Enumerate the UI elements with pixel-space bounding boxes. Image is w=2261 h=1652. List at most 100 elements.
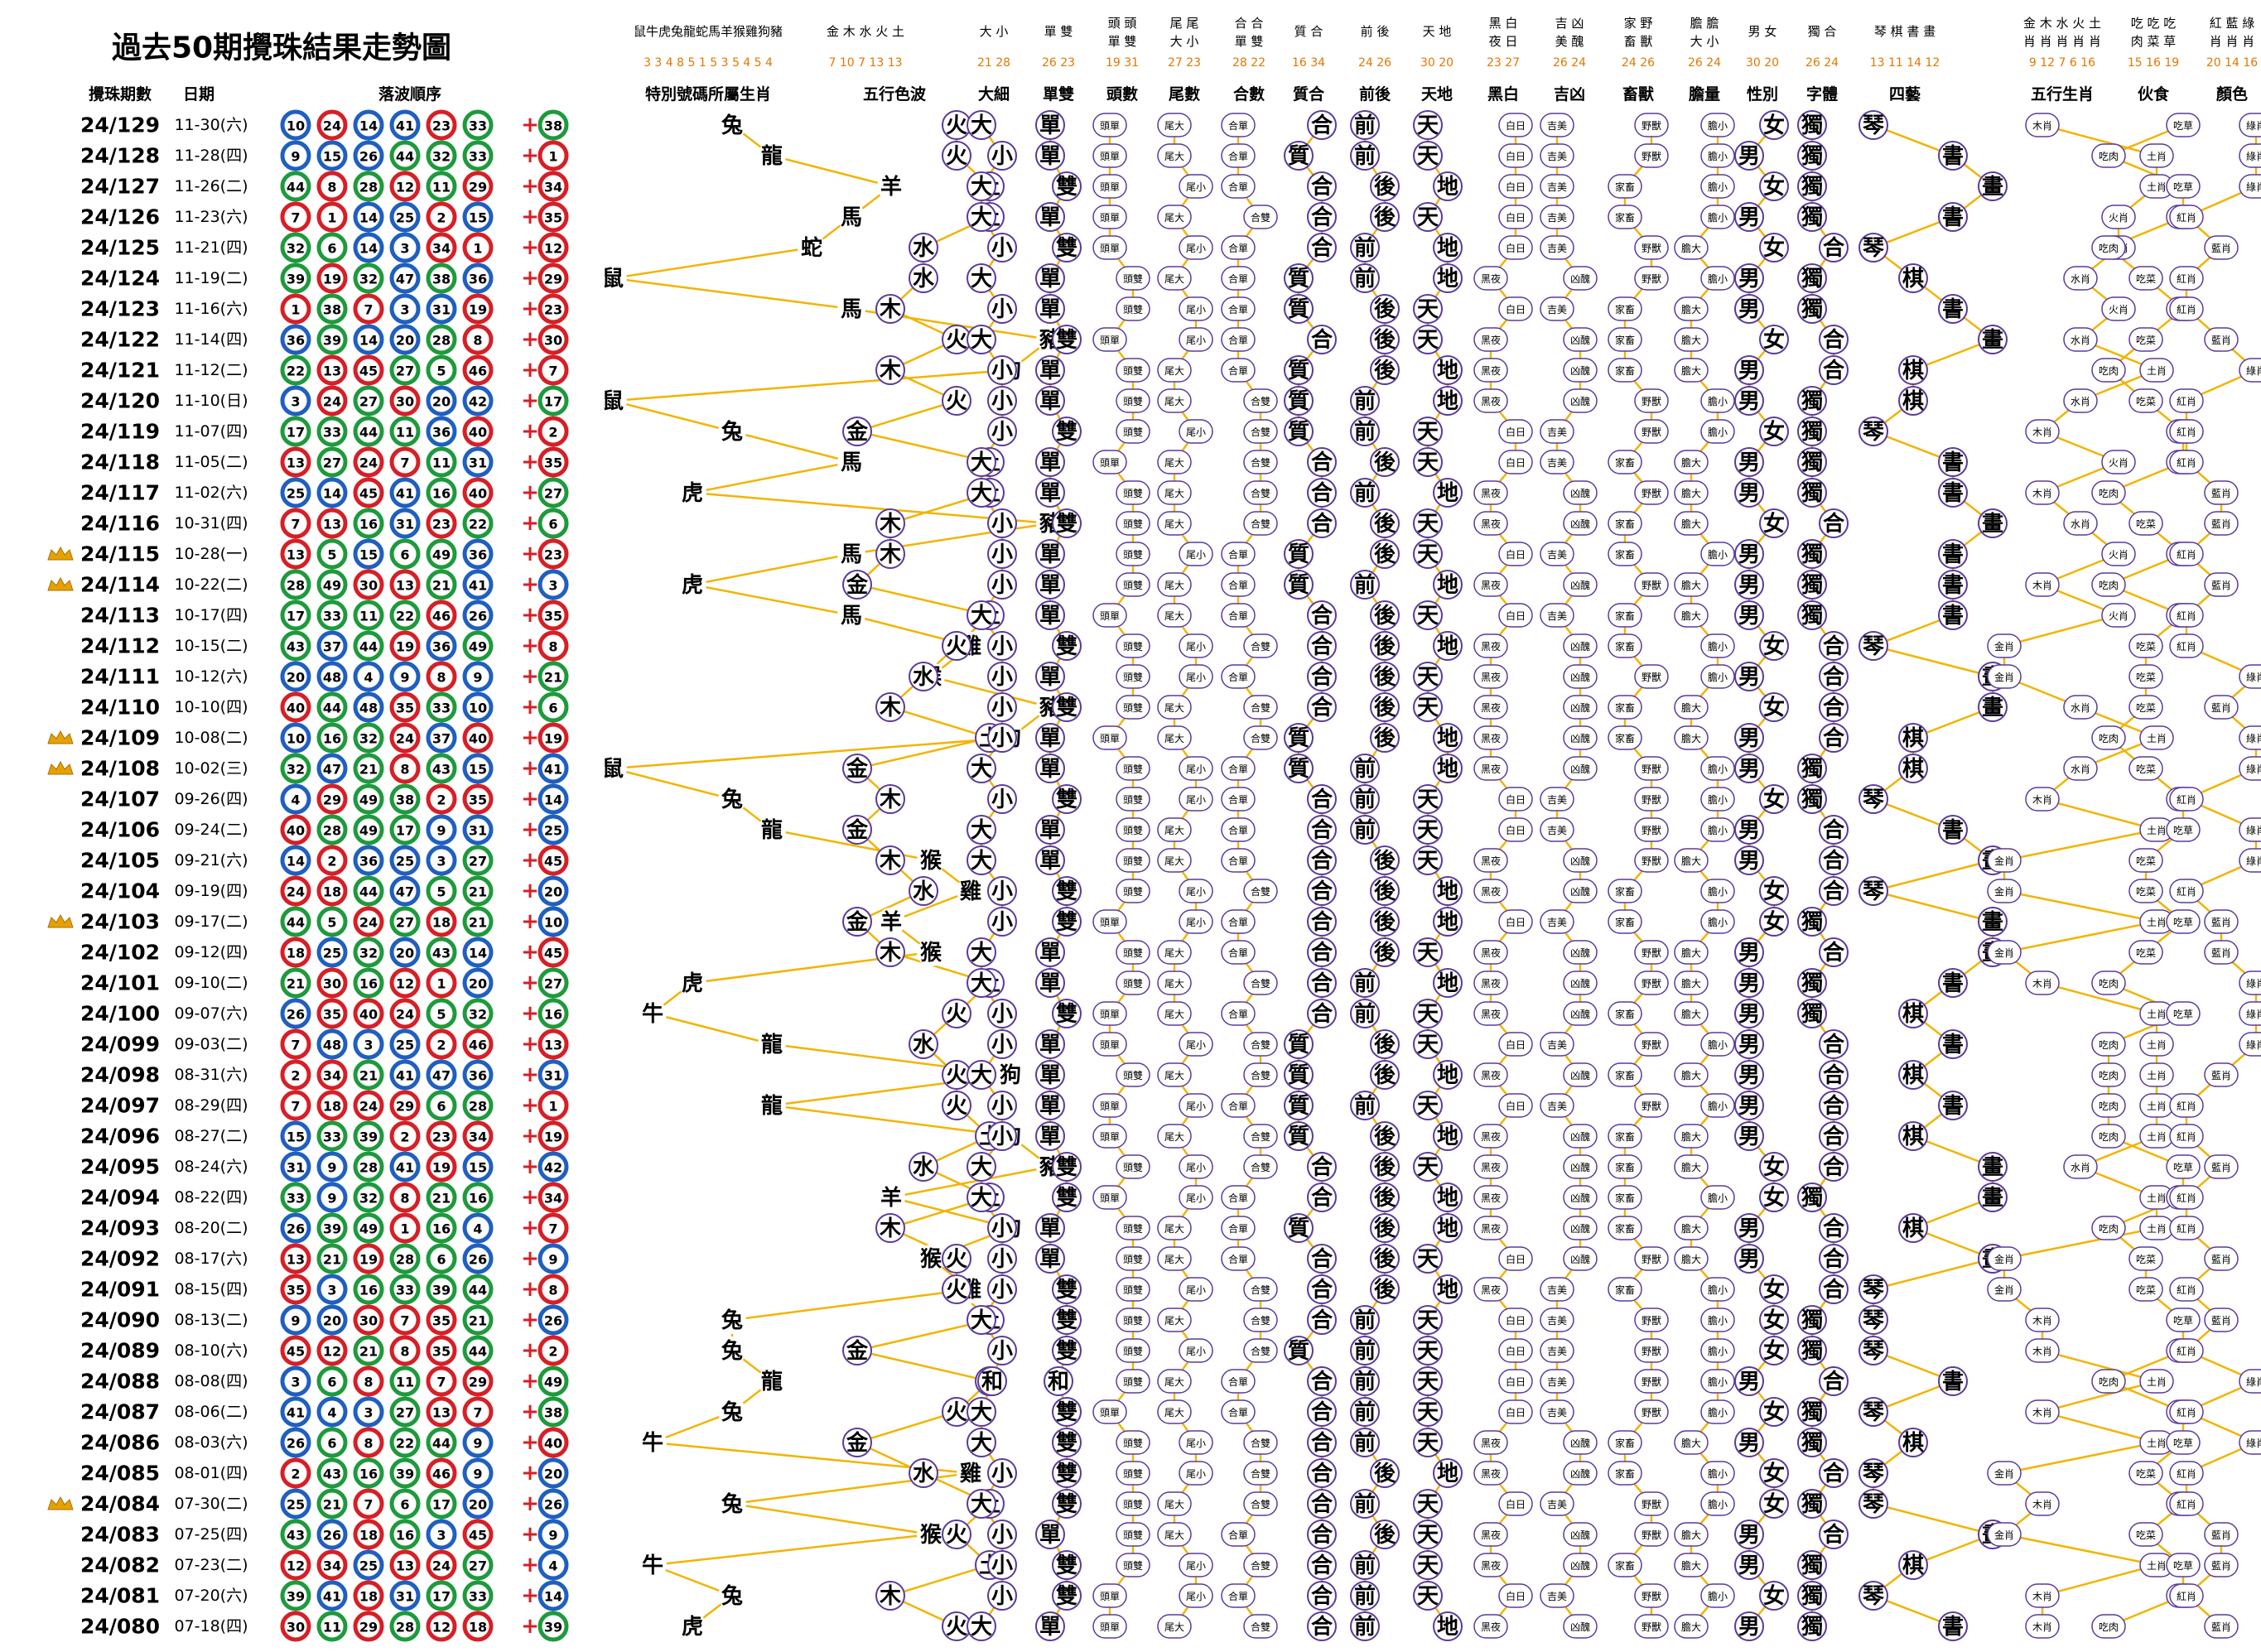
mark-food-label: 吃菜	[2136, 1529, 2156, 1541]
ball-number: 44	[396, 149, 414, 165]
mark-gly-label: 合	[1823, 1461, 1845, 1486]
ball	[426, 753, 457, 784]
mark-head-label: 頭雙	[1123, 304, 1143, 315]
ball-number: 36	[469, 547, 487, 563]
ball	[462, 1274, 494, 1305]
ball	[353, 1028, 384, 1060]
zodiac-mark-label: 兔	[721, 787, 743, 812]
mark-gb-label: 吉美	[1547, 1591, 1567, 1602]
mark-fb-label: 後	[1374, 695, 1396, 720]
mark-gen-label: 女	[1763, 419, 1785, 445]
ball-number: 31	[432, 302, 451, 318]
mark-cz-label: 紅肖	[2177, 1468, 2196, 1480]
ball	[316, 446, 348, 478]
ball-number: 36	[432, 425, 451, 441]
draw-date: 08-24(六)	[174, 1158, 248, 1176]
mark-bw-label: 黑夜	[1481, 1621, 1501, 1633]
top-group-counts: 9 12 7 6 16	[2029, 56, 2095, 70]
ball	[538, 1120, 569, 1152]
ball-number: 9	[548, 1528, 557, 1544]
draw-date: 07-20(六)	[174, 1587, 248, 1605]
mark-gen-label: 男	[1738, 1063, 1760, 1088]
top-group-label: 紅 藍 綠	[2210, 16, 2255, 31]
mark-td-label: 天	[1417, 420, 1439, 445]
mark-food-label: 吃草	[2173, 1560, 2193, 1572]
mark-dw-label: 野獸	[1642, 978, 1661, 990]
mark-tail-label: 尾小	[1186, 1591, 1206, 1602]
mark-gly-label: 合	[1823, 848, 1845, 874]
ball-number: 19	[469, 302, 487, 318]
mark-comp-label: 合	[1311, 205, 1333, 230]
mark-par-label: 雙	[1056, 236, 1077, 261]
mark-gly-label: 獨	[1801, 1431, 1823, 1456]
mark-td-label: 天	[1417, 1431, 1439, 1456]
mark-sum-label: 合雙	[1251, 1498, 1270, 1510]
zodiac-mark-label: 馬	[841, 205, 862, 230]
mark-head-label: 頭雙	[1123, 580, 1143, 591]
ball-number: 32	[359, 1191, 378, 1206]
mark-head-label: 頭雙	[1123, 855, 1143, 867]
mark-size-label: 大	[971, 267, 992, 291]
mark-cz-label: 紅肖	[2177, 426, 2196, 438]
mark-ez-label: 木肖	[2032, 580, 2052, 591]
mark-food-label: 吃草	[2173, 1438, 2193, 1449]
mark-size-label: 大	[971, 1431, 992, 1456]
mark-size-label: 小	[991, 1216, 1013, 1241]
mark-bw-label: 黑夜	[1481, 885, 1501, 898]
top-group-label: 膽 膽	[1690, 16, 1719, 31]
ball	[538, 1028, 569, 1060]
ball	[280, 1396, 311, 1428]
mark-bw-label: 白日	[1506, 1038, 1526, 1051]
draw-date: 10-28(一)	[174, 545, 248, 563]
mark-gen-label: 男	[1738, 1125, 1760, 1149]
mark-bw-label: 黑夜	[1481, 1559, 1501, 1572]
mark-cz-label: 藍肖	[2211, 917, 2231, 928]
mark-dw-label: 家畜	[1615, 211, 1635, 224]
mark-tail-label: 尾大	[1164, 365, 1184, 377]
ball	[538, 661, 569, 692]
mark-bw-label: 白日	[1506, 824, 1526, 836]
mark-art-label: 琴	[1863, 113, 1884, 138]
ball-number: 3	[291, 1375, 300, 1390]
ball	[538, 1274, 569, 1305]
mark-cou-label: 膽小	[1708, 640, 1728, 653]
mark-fb-label: 後	[1374, 1522, 1396, 1548]
plus-sign: +	[521, 1461, 539, 1486]
mark-gb-label: 吉美	[1547, 1346, 1567, 1357]
mark-bw-label: 黑夜	[1481, 640, 1501, 653]
mark-sum-label: 合單	[1228, 1192, 1248, 1204]
ball-number: 22	[396, 1436, 414, 1452]
ball	[353, 140, 384, 171]
mark-gly-label: 獨	[1801, 267, 1823, 291]
ball	[280, 385, 311, 417]
mark-bw-label: 白日	[1506, 1345, 1526, 1357]
mark-cz-label: 紅肖	[2177, 304, 2196, 315]
mark-size-label: 大	[971, 604, 992, 629]
mark-gb-label: 凶醜	[1570, 1069, 1590, 1081]
mark-gly-label: 合	[1823, 1216, 1845, 1241]
ball	[316, 1396, 348, 1428]
ball	[353, 538, 384, 570]
draw-date: 09-17(二)	[174, 913, 248, 931]
ball-number: 21	[469, 1313, 487, 1329]
mark-tail-label: 尾大	[1164, 702, 1184, 714]
mark-cz-label: 藍肖	[2211, 488, 2231, 499]
mark-head-label: 頭雙	[1123, 1162, 1143, 1173]
ball-number: 28	[323, 823, 341, 839]
mark-sum-label: 合單	[1228, 1406, 1248, 1418]
ball-number: 32	[287, 762, 305, 778]
ball-number: 17	[432, 1589, 451, 1605]
mark-art-label: 琴	[1863, 1492, 1884, 1517]
mark-gly-label: 合	[1823, 879, 1845, 904]
mark-td-label: 天	[1417, 205, 1439, 230]
ball	[316, 1335, 348, 1366]
mark-head-label: 頭雙	[1123, 641, 1143, 653]
ball	[280, 354, 311, 386]
ball-number: 3	[364, 1038, 373, 1053]
mark-gen-label: 男	[1738, 144, 1760, 169]
mark-gly-label: 獨	[1801, 1308, 1823, 1333]
mark-size-label: 大	[971, 818, 992, 843]
ball	[538, 1396, 569, 1428]
mark-head-label: 頭雙	[1123, 1529, 1143, 1541]
mark-sum-label: 合雙	[1251, 1284, 1270, 1296]
